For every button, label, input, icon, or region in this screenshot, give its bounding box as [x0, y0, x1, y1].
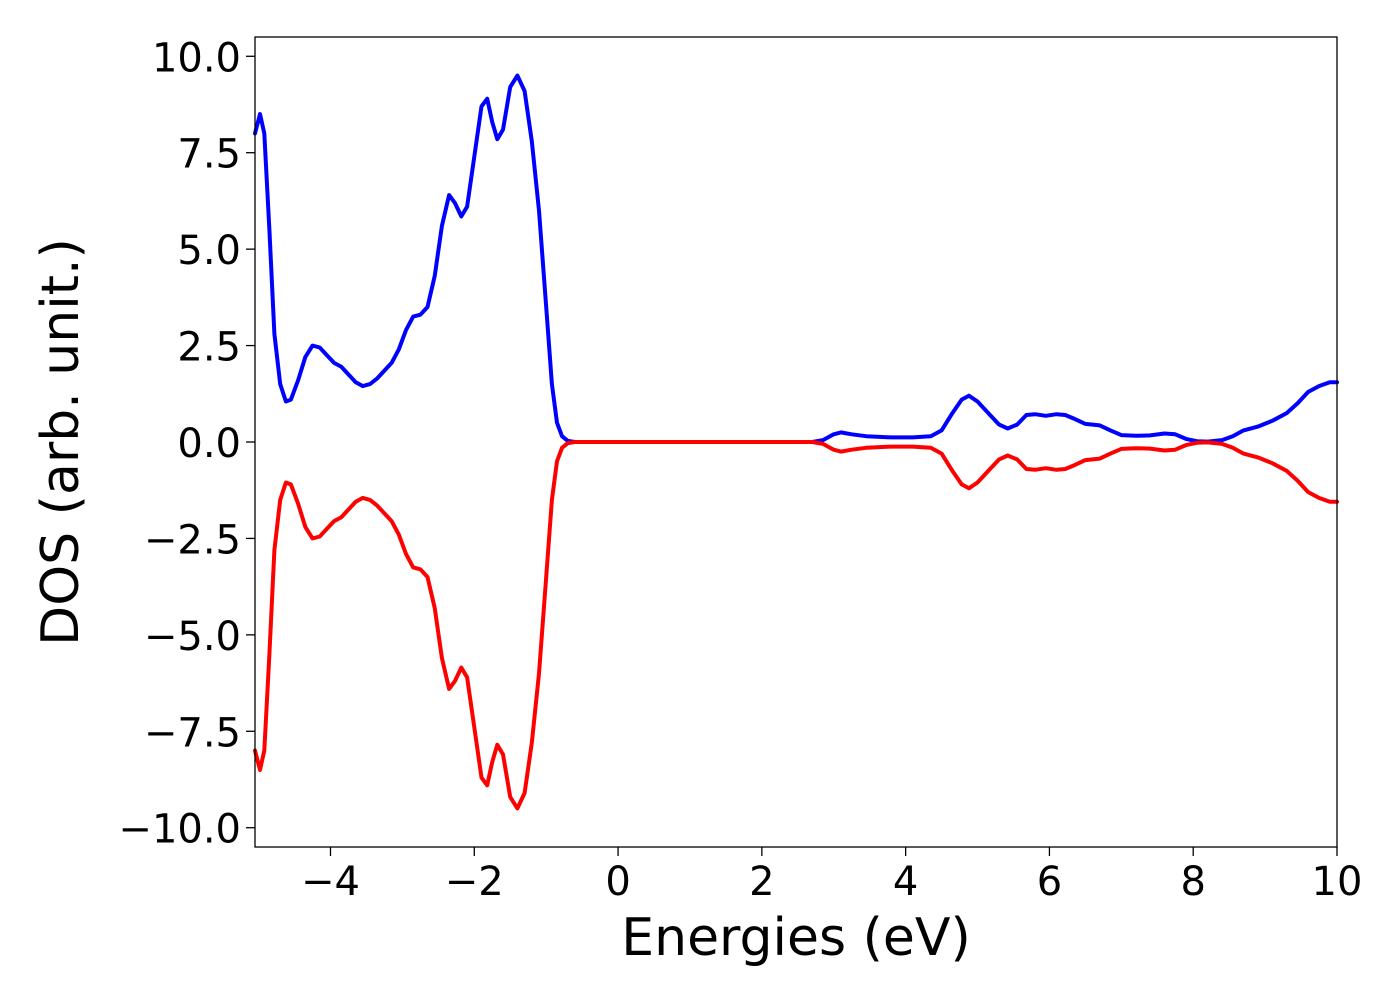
x-tick-label: −2 — [445, 859, 504, 905]
x-tick-label: 4 — [893, 859, 918, 905]
y-tick-label: −5.0 — [144, 614, 241, 660]
series-layer — [253, 73, 1339, 811]
y-tick-label: 5.0 — [177, 228, 241, 274]
y-axis-label: DOS (arb. unit.) — [31, 238, 91, 646]
y-tick-label: −2.5 — [144, 517, 241, 563]
x-axis-label: Energies (eV) — [621, 908, 970, 968]
x-tick-label: 0 — [605, 859, 630, 905]
y-tick-label: 2.5 — [177, 325, 241, 371]
series-line-2 — [253, 440, 1339, 811]
y-tick-label: −10.0 — [118, 807, 241, 853]
y-tick-label: 7.5 — [177, 132, 241, 178]
y-tick-label: −7.5 — [144, 710, 241, 756]
series-line-1 — [253, 73, 1339, 444]
y-axis-ticks: 10.0 7.5 5.0 2.5 0.0 −2.5 −5.0 −7.5 −10.0 — [118, 35, 255, 853]
x-tick-label: 8 — [1180, 859, 1205, 905]
y-tick-label: 10.0 — [152, 35, 241, 81]
x-tick-label: 6 — [1037, 859, 1062, 905]
x-tick-label: −4 — [301, 859, 360, 905]
x-axis-ticks: −4 −2 0 2 4 6 8 10 — [301, 847, 1362, 905]
x-tick-label: 2 — [749, 859, 774, 905]
x-tick-label: 10 — [1312, 859, 1363, 905]
y-tick-label: 0.0 — [177, 421, 241, 467]
